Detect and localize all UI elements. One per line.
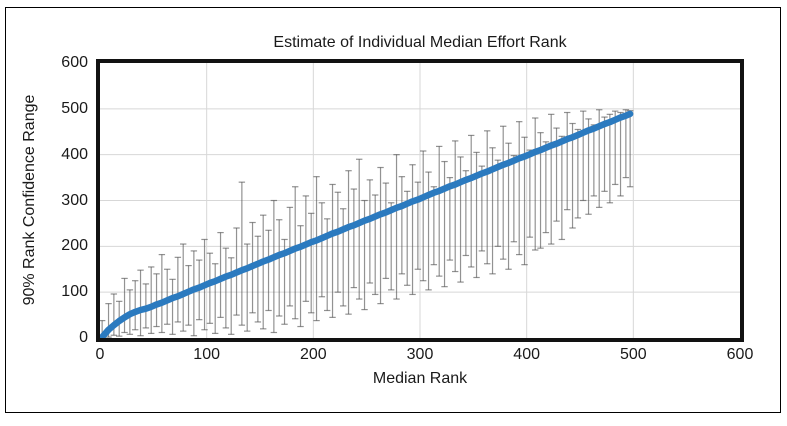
x-tick-label: 0 <box>95 346 105 363</box>
x-tick-label: 600 <box>726 346 754 363</box>
y-tick-label: 600 <box>61 54 88 71</box>
x-tick-label: 400 <box>513 346 540 363</box>
y-tick-label: 400 <box>61 145 88 163</box>
y-tick-label: 0 <box>79 329 88 346</box>
x-tick-label: 300 <box>406 346 434 363</box>
y-tick-label: 200 <box>61 237 88 255</box>
x-tick-label: 200 <box>299 346 327 363</box>
y-tick-label: 300 <box>61 191 88 209</box>
y-tick-label: 100 <box>61 283 88 301</box>
x-axis-label: Median Rank <box>372 370 468 387</box>
y-tick-label: 500 <box>61 99 88 117</box>
x-tick-label: 100 <box>193 346 220 363</box>
x-tick-label: 500 <box>619 346 647 363</box>
chart-title: Estimate of Individual Median Effort Ran… <box>273 34 567 51</box>
median-line <box>98 110 634 341</box>
gridlines <box>100 63 740 338</box>
error-bars <box>98 109 634 339</box>
